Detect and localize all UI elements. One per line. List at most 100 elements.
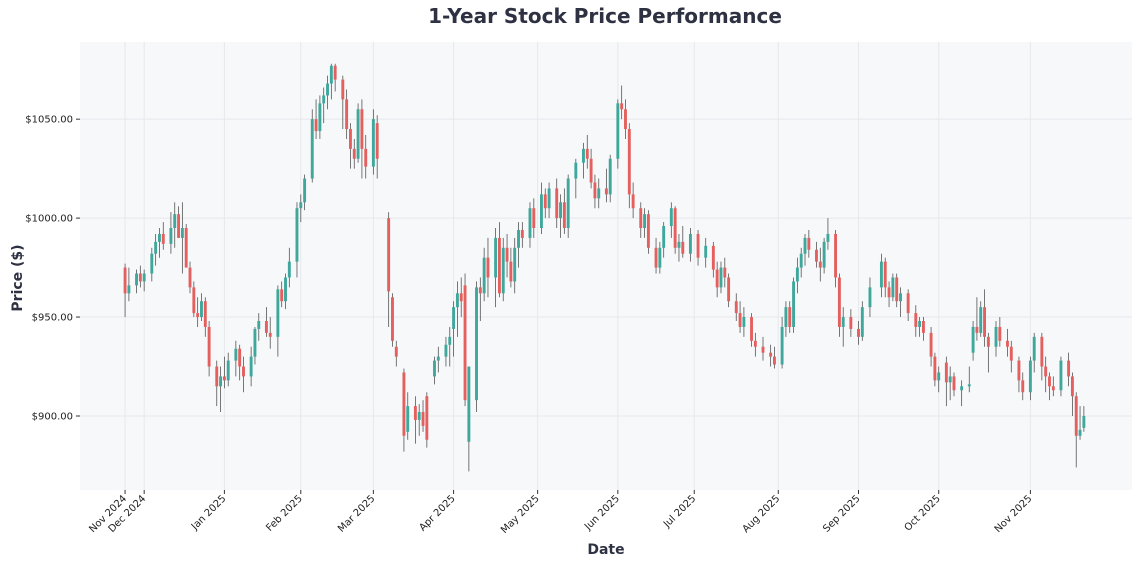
candle-down bbox=[753, 340, 757, 347]
candle-down bbox=[807, 237, 811, 250]
candle-down bbox=[264, 321, 268, 333]
candle-up bbox=[1082, 415, 1086, 428]
candle-up bbox=[658, 247, 662, 268]
candle-down bbox=[391, 297, 394, 341]
candle-down bbox=[681, 241, 685, 254]
candle-down bbox=[837, 277, 841, 327]
candle-down bbox=[883, 261, 887, 288]
candle-down bbox=[773, 356, 776, 365]
candle-down bbox=[520, 229, 524, 238]
candle-up bbox=[669, 208, 673, 227]
candle-down bbox=[944, 362, 948, 383]
x-tick-label: Jun 2025 bbox=[582, 493, 622, 533]
candle-down bbox=[1017, 360, 1021, 381]
candle-down bbox=[413, 406, 417, 420]
candle-up bbox=[448, 336, 452, 345]
candle-up bbox=[1032, 336, 1036, 361]
candle-up bbox=[719, 267, 723, 288]
candle-up bbox=[169, 228, 173, 244]
candle-up bbox=[979, 307, 983, 333]
candle-up bbox=[467, 366, 471, 442]
candle-up bbox=[742, 317, 746, 327]
candle-up bbox=[494, 237, 498, 278]
candle-up bbox=[444, 344, 448, 357]
candle-down bbox=[624, 109, 627, 130]
candle-down bbox=[727, 277, 731, 302]
candle-down bbox=[478, 287, 482, 294]
candle-down bbox=[998, 326, 1002, 341]
candle-up bbox=[677, 241, 681, 248]
candle-down bbox=[348, 129, 352, 149]
candle-down bbox=[184, 228, 188, 268]
candle-down bbox=[421, 412, 425, 426]
candle-up bbox=[1059, 360, 1063, 391]
candle-up bbox=[822, 241, 826, 268]
candle-down bbox=[1070, 376, 1074, 397]
candle-down bbox=[952, 376, 956, 391]
candle-up bbox=[200, 301, 203, 318]
candle-down bbox=[459, 293, 463, 302]
candle-down bbox=[921, 321, 925, 333]
candle-down bbox=[123, 267, 127, 294]
candle-down bbox=[555, 188, 559, 219]
candle-up bbox=[406, 406, 410, 432]
plot-area bbox=[80, 42, 1132, 490]
candle-down bbox=[849, 317, 853, 329]
candle-down bbox=[593, 182, 597, 199]
candle-down bbox=[646, 214, 650, 248]
chart-title: 1-Year Stock Price Performance bbox=[428, 4, 782, 28]
candle-up bbox=[436, 356, 440, 361]
candle-up bbox=[417, 412, 421, 420]
candle-down bbox=[639, 208, 643, 229]
x-tick-label: Apr 2025 bbox=[417, 493, 457, 533]
candle-up bbox=[150, 253, 154, 274]
candle-up bbox=[295, 208, 299, 262]
candle-down bbox=[738, 313, 742, 327]
y-tick-label: $950.00 bbox=[32, 313, 73, 324]
candle-down bbox=[177, 214, 181, 238]
candle-down bbox=[394, 346, 398, 357]
candle-up bbox=[948, 376, 952, 383]
candle-down bbox=[314, 119, 318, 132]
candle-up bbox=[322, 95, 326, 104]
candle-down bbox=[425, 396, 429, 440]
candle-up bbox=[547, 188, 551, 209]
candle-down bbox=[188, 267, 192, 288]
candle-up bbox=[135, 273, 138, 286]
candle-down bbox=[975, 326, 979, 333]
candle-down bbox=[138, 273, 142, 282]
candle-down bbox=[761, 346, 765, 353]
candle-up bbox=[528, 208, 532, 238]
candle-up bbox=[475, 287, 478, 401]
candle-down bbox=[341, 79, 345, 100]
candle-down bbox=[673, 208, 677, 248]
x-tick-label: Aug 2025 bbox=[741, 493, 783, 535]
candle-down bbox=[734, 301, 738, 314]
candle-up bbox=[517, 229, 520, 248]
candle-up bbox=[559, 202, 562, 219]
candle-up bbox=[803, 237, 807, 254]
candle-up bbox=[257, 321, 261, 329]
y-tick-label: $1050.00 bbox=[25, 115, 73, 126]
candle-down bbox=[207, 326, 211, 367]
candle-down bbox=[1067, 360, 1071, 377]
y-tick-label: $900.00 bbox=[32, 411, 73, 422]
candle-up bbox=[310, 119, 314, 179]
candle-up bbox=[127, 285, 131, 294]
candle-down bbox=[1021, 380, 1025, 393]
candle-up bbox=[574, 162, 578, 179]
candle-down bbox=[463, 285, 467, 401]
candle-up bbox=[299, 202, 303, 209]
candle-up bbox=[899, 293, 902, 302]
candle-up bbox=[234, 348, 238, 361]
candle-down bbox=[1040, 336, 1044, 367]
candle-down bbox=[1051, 386, 1055, 391]
candle-down bbox=[750, 317, 753, 341]
candle-down bbox=[914, 313, 918, 327]
candle-up bbox=[784, 307, 788, 327]
candle-down bbox=[280, 289, 284, 302]
candle-down bbox=[929, 332, 933, 357]
candle-down bbox=[203, 301, 207, 327]
candle-up bbox=[704, 245, 708, 258]
candle-up bbox=[173, 214, 177, 229]
